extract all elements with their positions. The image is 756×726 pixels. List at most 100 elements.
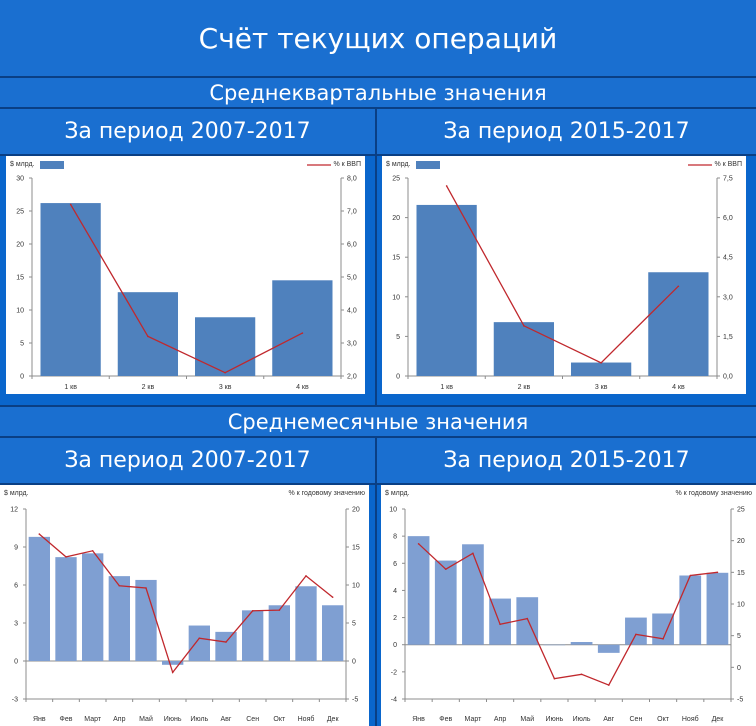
y-tick-label-right: 5 [352, 621, 356, 628]
x-tick-label: Март [84, 716, 102, 723]
bar-Нояб [295, 586, 317, 661]
bar-Июнь [543, 644, 566, 646]
bar-1 кв [40, 203, 101, 376]
line-point-3 кв [224, 371, 226, 374]
x-tick-label: Май [520, 715, 534, 723]
x-tick-label: Сен [246, 716, 259, 723]
page-title: Счёт текущих операций [0, 0, 756, 76]
y-tick-label-right: 5,0 [347, 275, 357, 282]
y-tick-label-right: 0 [352, 659, 356, 666]
chart-quarterly-2015-2017: 0 5 10 15 20 25 0,0 1,5 3,0 4,5 6,0 7,5 1 кв 2 кв 3 кв… [382, 156, 746, 394]
y-tick-label-left: 9 [14, 545, 18, 552]
line-point-Июнь [553, 677, 556, 680]
y-tick-label-right: 1,5 [723, 334, 733, 341]
y-tick-label-left: -2 [391, 669, 397, 676]
y-tick-label-left: 0 [393, 642, 397, 649]
y-tick-label-left: 30 [16, 176, 24, 183]
bar-Янв [28, 536, 50, 661]
line-point-4 кв [301, 332, 304, 334]
y-tick-label-left: 0 [20, 374, 24, 381]
x-tick-label: Май [139, 715, 153, 723]
bar-Июль [188, 625, 210, 661]
y-tick-label-left: 10 [392, 294, 400, 301]
y-tick-label-right: 5 [737, 633, 741, 640]
x-tick-label: Фев [439, 716, 452, 723]
x-tick-label: 4 кв [296, 384, 309, 391]
bar-Окт [268, 605, 290, 661]
x-tick-label: Нояб [298, 715, 315, 723]
bar-Март [82, 553, 104, 661]
bar-Фев [55, 557, 77, 661]
y-tick-label-right: 15 [352, 545, 360, 552]
legend-bar-swatch [416, 161, 440, 169]
line-point-Март [472, 552, 474, 555]
x-tick-label: Дек [712, 716, 725, 723]
panel-divider [375, 109, 377, 405]
y-tick-label-left: 6 [393, 561, 397, 568]
x-tick-label: Окт [657, 716, 670, 723]
bar-Май [516, 597, 539, 645]
y-tick-label-right: 2,0 [347, 374, 357, 381]
y-tick-label-right: -5 [737, 697, 743, 704]
line-point-Нояб [689, 574, 692, 577]
line-point-1 кв [69, 203, 72, 206]
y-tick-label-left: 4 [393, 588, 397, 595]
y-tick-label-left: 20 [392, 215, 400, 222]
chart-monthly-2007-2017: -3 0 3 6 9 12 -5 0 5 10 15 20 Янв Фев Март Апр Май Июнь Ию… [0, 485, 369, 726]
x-tick-label: Нояб [682, 715, 699, 723]
y-axis-title-left: $ млрд. [10, 161, 35, 168]
y-tick-label-right: 8,0 [347, 176, 357, 183]
bar-Май [135, 579, 157, 661]
bar-Нояб [679, 575, 702, 645]
line-point-4 кв [677, 285, 680, 288]
section-heading-monthly: Среднемесячные значения [0, 405, 756, 438]
panel-heading-quarterly-2007-2017: За период 2007-2017 [0, 109, 375, 156]
bar-Сен [625, 617, 647, 645]
bar-Дек [322, 605, 344, 661]
y-tick-label-left: 0 [396, 374, 400, 381]
x-tick-label: Март [465, 716, 483, 723]
y-tick-label-right: 6,0 [347, 242, 357, 249]
bar-Авг [215, 631, 237, 661]
x-tick-label: 1 кв [440, 384, 453, 391]
y-tick-label-right: 4,0 [347, 308, 357, 315]
x-tick-label: 3 кв [219, 384, 232, 391]
panel-heading-quarterly-2015-2017: За период 2015-2017 [377, 109, 756, 156]
line-series [70, 204, 303, 374]
y-tick-label-left: 15 [392, 255, 400, 262]
x-tick-label: 4 кв [672, 384, 685, 391]
line-point-Июль [198, 637, 201, 639]
x-tick-label: Апр [113, 716, 125, 723]
line-point-Апр [118, 584, 121, 587]
x-tick-label: 3 кв [595, 384, 608, 391]
line-point-Дек [331, 596, 334, 598]
y-tick-label-right: 15 [737, 570, 745, 577]
x-tick-label: Фев [60, 716, 73, 723]
y-tick-label-right: 3,0 [347, 341, 357, 348]
line-point-Фев [444, 568, 447, 570]
bar-Янв [407, 536, 430, 645]
y-axis-title-left: $ млрд. [386, 161, 411, 168]
y-tick-label-left: 10 [389, 507, 397, 514]
y-tick-label-left: 5 [20, 341, 24, 348]
line-point-Янв [38, 533, 41, 535]
y-tick-label-right: 25 [737, 507, 745, 514]
y-tick-label-left: 6 [14, 583, 18, 590]
line-point-Май [526, 617, 529, 620]
y-axis-title-right: % к ВВП [333, 161, 361, 168]
y-tick-label-right: 0,0 [723, 374, 733, 381]
x-tick-label: 1 кв [64, 384, 77, 391]
y-tick-label-right: 10 [352, 583, 360, 590]
y-tick-label-left: 5 [396, 334, 400, 341]
y-tick-label-left: 0 [14, 659, 18, 666]
bar-2 кв [493, 322, 555, 376]
bar-4 кв [648, 272, 709, 376]
line-point-Фев [65, 556, 67, 558]
line-point-Июнь [171, 671, 174, 674]
y-tick-label-right: 0 [737, 665, 741, 672]
bar-Июнь [162, 661, 184, 665]
y-axis-title-right: % к годовому значению [288, 490, 365, 497]
y-tick-label-left: 25 [16, 209, 24, 216]
line-point-Июль [580, 673, 583, 676]
